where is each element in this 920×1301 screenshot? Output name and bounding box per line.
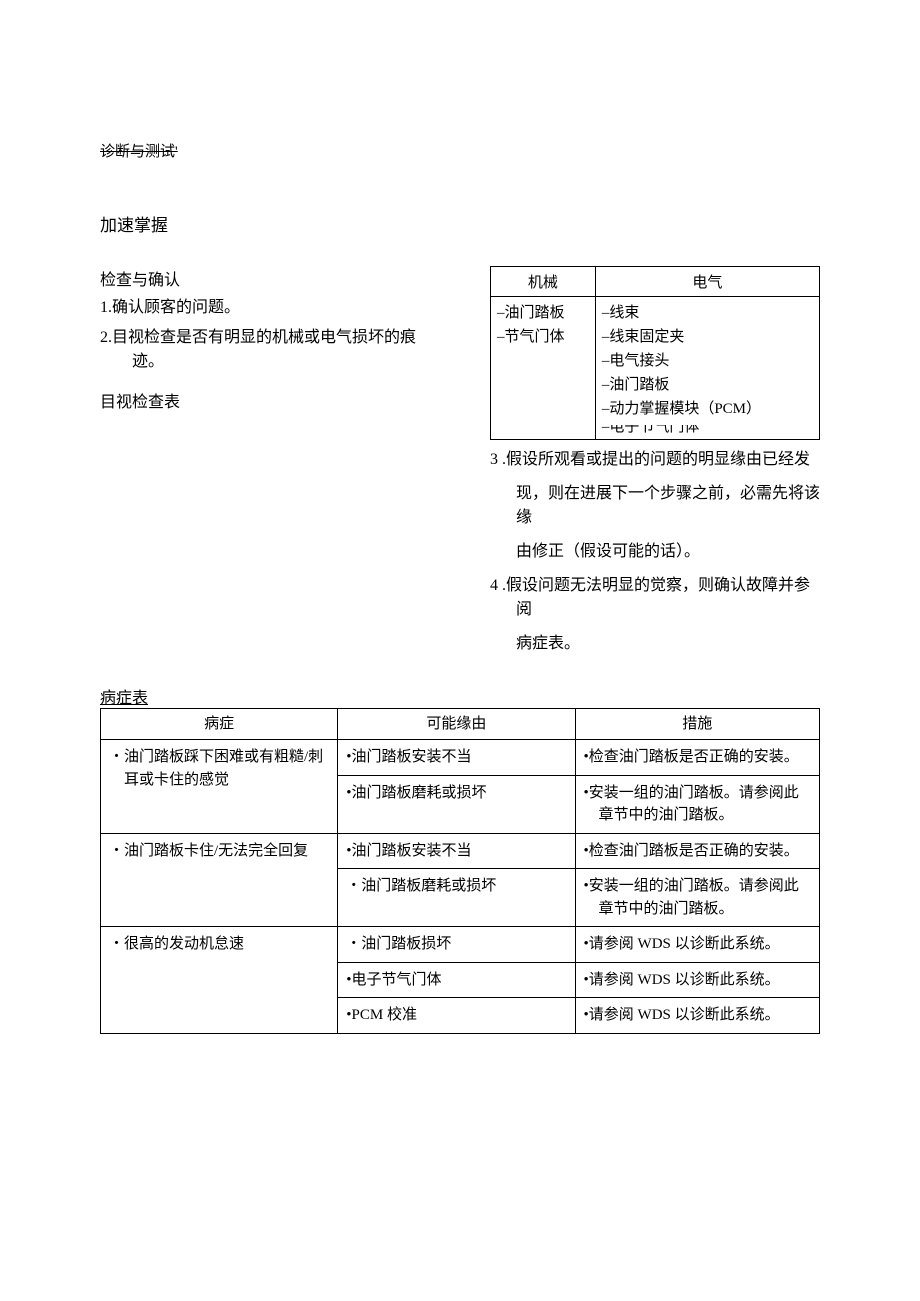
symptom-table-label: 病症表 [100, 684, 820, 708]
action-cell-1: •检查油门踏板是否正确的安装。 [575, 740, 819, 776]
struck-header: 诊断与测试' [100, 140, 178, 161]
action-cell-2: •安装一组的油门踏板。请参阅此 章节中的油门踏板。 [575, 775, 819, 833]
mech-item-1: 油门踏板 [497, 305, 565, 321]
cause-cell-6: •电子节气门体 [338, 962, 575, 998]
inspection-right: 机械 电气 油门踏板 节气门体 线束 线束固定夹 电气接头 油门踏板 动力掌握模… [490, 266, 820, 666]
symptom-cell-2: ・油门踏板卡住/无法完全回复 [101, 833, 338, 927]
symptom1-l1: ・油门踏板踩下困难或有粗糙/刺 [109, 749, 323, 765]
inspection-section: 检查与确认 1.确认顾客的问题。 2.目视检查是否有明显的机械或电气损坏的痕 迹… [100, 266, 820, 666]
steps-block: 3 .假设所观看或提出的问题的明显缘由已经发 现，则在进展下一个步骤之前，必需先… [490, 448, 820, 656]
visual-inspection-label: 目视检查表 [100, 388, 470, 412]
action2-l1: •安装一组的油门踏板。请参阅此 [584, 785, 799, 801]
action-cell-3: •检查油门踏板是否正确的安装。 [575, 833, 819, 869]
action-cell-7: •请参阅 WDS 以诊断此系统。 [575, 998, 819, 1034]
cause-cell-2: •油门踏板磨耗或损坏 [338, 775, 575, 833]
step-4-line2: 病症表。 [490, 632, 820, 656]
visual-col1-header: 机械 [491, 267, 596, 297]
visual-table-body-row: 油门踏板 节气门体 线束 线束固定夹 电气接头 油门踏板 动力掌握模块（PCM） [491, 297, 820, 426]
elec-item-6: 电子节气门体 [602, 425, 700, 439]
cause-cell-1: •油门踏板安装不当 [338, 740, 575, 776]
cause-cell-4: ・油门踏板磨耗或损坏 [338, 869, 575, 927]
item2-line1: 2.目视检查是否有明显的机械或电气损坏的痕 [100, 329, 416, 346]
header-action: 措施 [575, 708, 819, 740]
visual-inspection-table: 机械 电气 油门踏板 节气门体 线束 线束固定夹 电气接头 油门踏板 动力掌握模… [490, 266, 820, 440]
visual-col2-header: 电气 [595, 267, 819, 297]
step-3-line2: 现，则在进展下一个步骤之前，必需先将该缘 [490, 482, 820, 530]
step-3-line3: 由修正（假设可能的话）。 [490, 540, 820, 564]
visual-table-header-row: 机械 电气 [491, 267, 820, 297]
table-row: ・油门踏板卡住/无法完全回复 •油门踏板安装不当 •检查油门踏板是否正确的安装。 [101, 833, 820, 869]
header-cause: 可能缘由 [338, 708, 575, 740]
action4-l1: •安装一组的油门踏板。请参阅此 [584, 878, 799, 894]
inspection-item-1: 1.确认顾客的问题。 [100, 296, 470, 320]
elec-item-3: 电气接头 [602, 353, 670, 369]
symptom-cell-1: ・油门踏板踩下困难或有粗糙/刺 耳或卡住的感觉 [101, 740, 338, 834]
visual-col1-body: 油门踏板 节气门体 [491, 297, 596, 426]
visual-col2-body: 线束 线束固定夹 电气接头 油门踏板 动力掌握模块（PCM） [595, 297, 819, 426]
action4-l2: 章节中的油门踏板。 [584, 901, 734, 917]
elec-item-2: 线束固定夹 [602, 329, 685, 345]
symptom-cell-3: ・很高的发动机怠速 [101, 927, 338, 1034]
symptom1-l2: 耳或卡住的感觉 [109, 772, 229, 788]
step-3-line1: 3 .假设所观看或提出的问题的明显缘由已经发 [490, 448, 820, 472]
visual-col1-cut [491, 425, 596, 439]
mech-item-2: 节气门体 [497, 329, 565, 345]
elec-item-1: 线束 [602, 305, 640, 321]
header-symptom: 病症 [101, 708, 338, 740]
cause-cell-7: •PCM 校准 [338, 998, 575, 1034]
action-cell-6: •请参阅 WDS 以诊断此系统。 [575, 962, 819, 998]
action-cell-5: •请参阅 WDS 以诊断此系统。 [575, 927, 819, 963]
table-row: ・很高的发动机怠速 ・油门踏板损坏 •请参阅 WDS 以诊断此系统。 [101, 927, 820, 963]
elec-item-5: 动力掌握模块（PCM） [602, 401, 761, 417]
symptom-table: 病症 可能缘由 措施 ・油门踏板踩下困难或有粗糙/刺 耳或卡住的感觉 •油门踏板… [100, 708, 820, 1034]
elec-item-4: 油门踏板 [602, 377, 670, 393]
symptom-header-row: 病症 可能缘由 措施 [101, 708, 820, 740]
inspection-item-2: 2.目视检查是否有明显的机械或电气损坏的痕 迹。 [100, 326, 470, 374]
cause-cell-3: •油门踏板安装不当 [338, 833, 575, 869]
table-row: ・油门踏板踩下困难或有粗糙/刺 耳或卡住的感觉 •油门踏板安装不当 •检查油门踏… [101, 740, 820, 776]
action2-l2: 章节中的油门踏板。 [584, 807, 734, 823]
visual-col2-cut: 电子节气门体 [595, 425, 819, 439]
action-cell-4: •安装一组的油门踏板。请参阅此 章节中的油门踏板。 [575, 869, 819, 927]
inspection-heading: 检查与确认 [100, 266, 470, 290]
item2-line2: 迹。 [100, 350, 470, 374]
cause-cell-5: ・油门踏板损坏 [338, 927, 575, 963]
visual-table-cut-row: 电子节气门体 [491, 425, 820, 439]
main-title: 加速掌握 [100, 211, 820, 236]
step-4-line1: 4 .假设问题无法明显的觉察，则确认故障并参阅 [490, 574, 820, 622]
inspection-left: 检查与确认 1.确认顾客的问题。 2.目视检查是否有明显的机械或电气损坏的痕 迹… [100, 266, 470, 666]
